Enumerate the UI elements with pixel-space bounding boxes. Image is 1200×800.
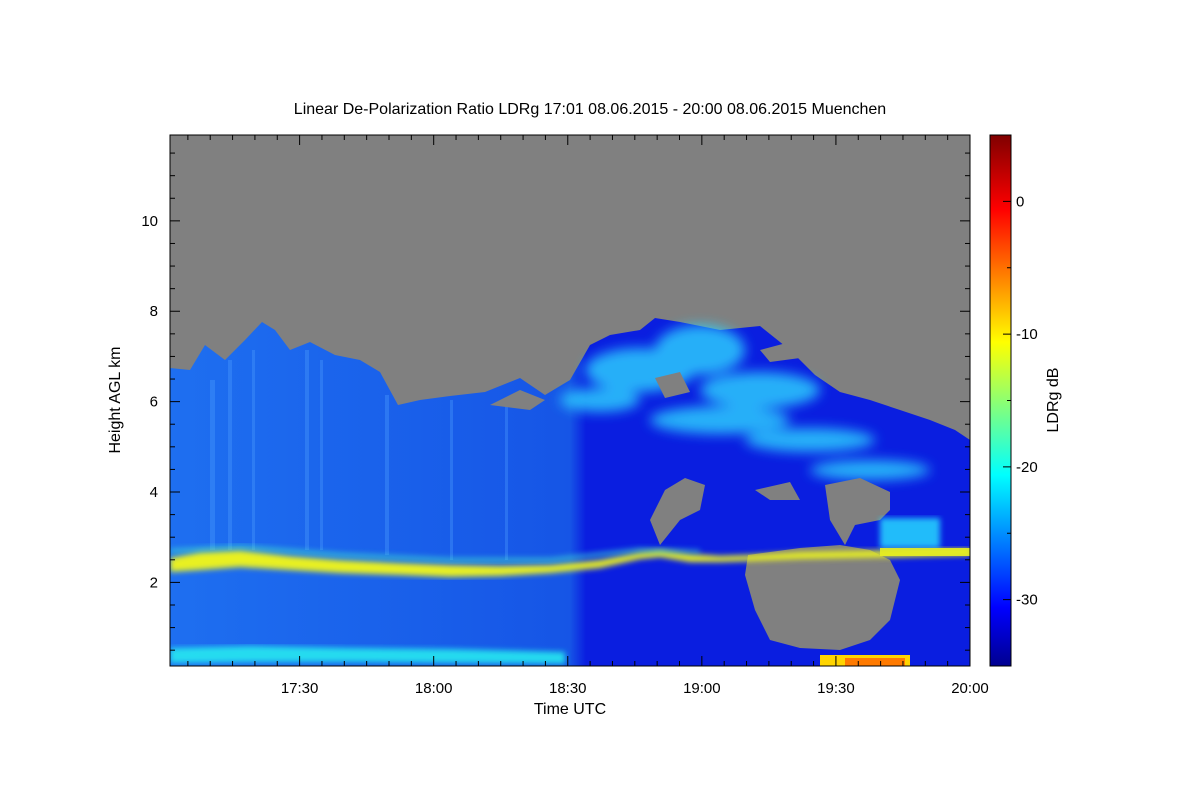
colorbar-tick-label: -30	[1016, 592, 1038, 609]
y-tick-label: 2	[150, 574, 158, 591]
x-tick-label: 20:00	[951, 680, 989, 697]
ice-cloud-structures	[560, 325, 930, 480]
y-tick-label: 6	[150, 394, 158, 411]
fallstreaks	[210, 350, 508, 560]
x-tick-label: 18:00	[415, 680, 453, 697]
colorbar-tick-label: 0	[1016, 193, 1024, 210]
melting-layer-edge	[170, 545, 700, 562]
y-ticks: 2 4 6 8 10	[141, 152, 970, 651]
colorbar-tick-label: -10	[1016, 326, 1038, 343]
ground-clutter	[820, 518, 970, 666]
y-axis-label: Height AGL km	[107, 346, 124, 453]
y-tick-label: 8	[150, 303, 158, 320]
chart-title: Linear De-Polarization Ratio LDRg 17:01 …	[294, 101, 886, 118]
y-tick-label: 10	[141, 213, 158, 230]
colorbar-tick-label: -20	[1016, 459, 1038, 476]
colorbar-label: LDRg dB	[1045, 368, 1062, 433]
x-tick-label: 17:30	[281, 680, 319, 697]
x-tick-label: 19:30	[817, 680, 855, 697]
colorbar-ticks: -30 -20 -10 0	[1003, 134, 1038, 667]
plot-area	[170, 135, 970, 666]
melting-layer-band	[170, 549, 970, 577]
plot-frame	[169, 134, 971, 667]
x-tick-label: 19:00	[683, 680, 721, 697]
no-data-gaps	[490, 342, 900, 650]
x-tick-label: 18:30	[549, 680, 587, 697]
x-ticks: 17:30 18:00 18:30 19:00 19:30 20:00	[187, 135, 989, 697]
x-axis-label: Time UTC	[534, 701, 606, 718]
y-tick-label: 4	[150, 484, 158, 501]
ground-layer	[170, 646, 565, 664]
